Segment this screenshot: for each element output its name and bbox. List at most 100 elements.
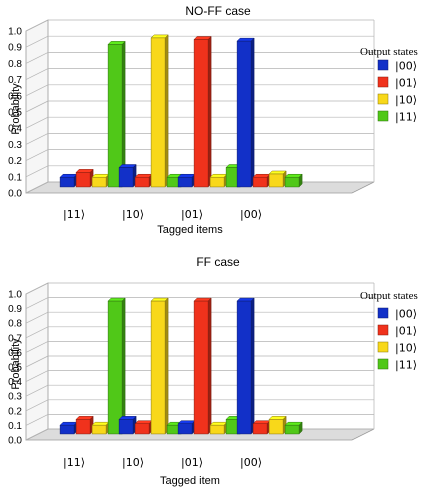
bar [134,176,150,188]
legend-swatch [377,110,389,122]
x-tick-label: |10⟩ [122,456,144,469]
x-tick-label: |01⟩ [181,208,203,221]
wall-gridline [25,100,49,113]
y-tick-label: 0.6 [8,348,22,359]
x-tick-label: |01⟩ [181,456,203,469]
legend-label: |11⟩ [395,359,417,372]
y-tick-label: 0.7 [8,75,22,86]
bar [177,423,193,435]
bar [91,424,107,435]
wall-gridline [25,341,49,353]
bar [118,167,134,188]
wall-gridline [25,52,49,64]
wall-gridline [25,414,49,426]
wall-gridline [25,35,49,48]
y-axis-label: Probability [10,338,22,390]
legend-label: |01⟩ [395,77,417,90]
y-tick-label: 0.5 [8,108,22,119]
y-tick-label: 0.6 [8,91,22,102]
wall-gridline [25,355,49,368]
legend: Output states |00⟩ |01⟩ |10⟩ |11⟩ [360,290,418,372]
wall-gridline [25,384,49,397]
legend-swatch [377,324,389,336]
x-tick-label: |00⟩ [240,208,262,221]
bar-side [121,297,126,435]
x-tick-label: |10⟩ [122,208,144,221]
legend-swatch [377,358,389,370]
bar [252,176,268,188]
bar-side [207,297,212,435]
wall-gridline [25,297,49,309]
bar [284,176,300,188]
bar [177,176,193,188]
wall-gridline [25,399,49,412]
bar [75,419,91,435]
wall-gridline [25,149,49,161]
y-axis-label: Probability [10,83,22,135]
y-tick-label: 0.3 [8,392,22,403]
bar [59,176,75,188]
bar [193,300,209,435]
bar [209,424,225,435]
legend-title: Output states [360,46,418,58]
legend-label: |10⟩ [395,94,417,107]
y-tick-label: 0.8 [8,59,22,70]
wall-gridline [25,326,49,339]
bar [193,39,209,188]
bar [284,424,300,435]
chart-1: 0.0 0.1 0.2 0.3 0.4 0.5 0.6 0.7 0.8 0.9 1.0 |11⟩ |10… [8,4,418,236]
wall-gridline [25,165,49,178]
x-tick-label: |11⟩ [63,456,85,469]
legend-swatch [377,76,389,88]
bar [134,423,150,435]
bar [107,300,123,435]
legend-label: |11⟩ [395,111,417,124]
bar-side [207,35,212,188]
bar [107,44,123,188]
bar [91,176,107,188]
bar [59,424,75,435]
bar-side [250,297,255,435]
legend-label: |00⟩ [395,308,417,321]
x-axis-label: Tagged items [157,224,223,236]
legend-label: |00⟩ [395,60,417,73]
wall-gridline [25,181,49,194]
y-tick-label: 0.2 [8,406,22,417]
legend-label: |01⟩ [395,325,417,338]
bar [268,173,284,188]
bar [150,300,166,435]
legend-swatch [377,341,389,353]
wall-gridline [25,428,49,441]
y-tick-label: 0.7 [8,333,22,344]
chart-title: FF case [196,255,240,269]
bar [236,300,252,435]
y-tick-label: 0.9 [8,304,22,315]
bar-side [250,37,255,188]
wall-gridline [25,116,49,129]
legend-swatch [377,307,389,319]
bar [75,172,91,188]
bar [252,423,268,435]
legend: Output states |00⟩ |01⟩ |10⟩ |11⟩ [360,46,418,124]
y-tick-label: 0.0 [8,436,22,447]
bar-side [164,297,169,435]
y-tick-label: 0.9 [8,43,22,54]
legend-title: Output states [360,290,418,302]
wall-gridline [25,133,49,145]
x-axis-label: Tagged item [160,475,220,487]
chart-2: 0.0 0.1 0.2 0.3 0.4 0.5 0.6 0.7 0.8 0.9 1.0 |11⟩ |10… [8,255,418,487]
bar [150,37,166,188]
wall-gridline [25,19,49,32]
y-tick-label: 0.4 [8,124,22,135]
y-tick-label: 0.0 [8,189,22,200]
chart-title: NO-FF case [185,4,251,18]
bar [268,419,284,435]
bar [209,176,225,188]
y-tick-label: 1.0 [8,27,22,38]
legend-swatch [377,59,389,71]
x-tick-label: |11⟩ [63,208,85,221]
wall-gridline [25,68,49,80]
y-tick-label: 0.2 [8,156,22,167]
y-tick-label: 0.3 [8,140,22,151]
